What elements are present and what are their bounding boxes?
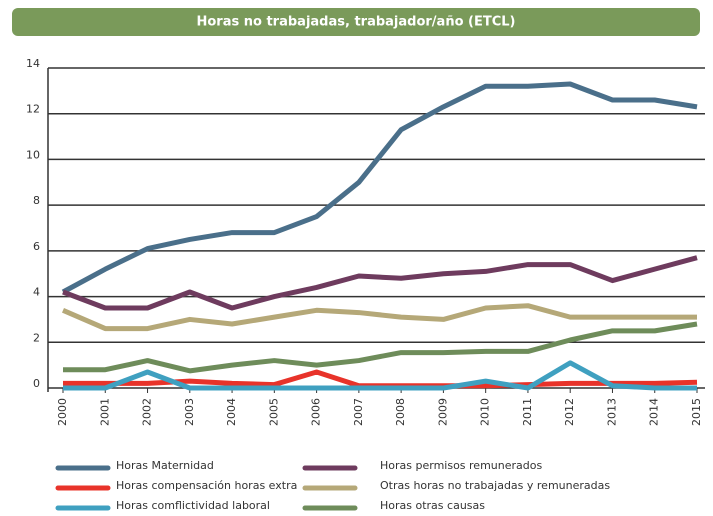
legend-label: Horas Maternidad	[116, 459, 214, 472]
legend-label: Horas compensación horas extra	[116, 479, 297, 492]
legend-label: Horas otras causas	[380, 499, 485, 512]
x-tick-label: 2015	[690, 398, 703, 426]
y-tick-label: 4	[33, 286, 40, 299]
x-tick-label: 2009	[436, 398, 449, 426]
x-tick-label: 2012	[563, 398, 576, 426]
series-line	[61, 81, 698, 295]
series-line	[63, 321, 698, 374]
x-tick-label: 2013	[605, 398, 618, 426]
x-tick-label: 2006	[310, 398, 323, 426]
x-tick-label: 2014	[648, 398, 661, 426]
y-tick-label: 14	[26, 57, 40, 70]
chart-title: Horas no trabajadas, trabajador/año (ETC…	[197, 15, 516, 30]
y-tick-label: 8	[33, 194, 40, 207]
title-bar	[12, 8, 700, 36]
x-tick-label: 2004	[225, 398, 238, 426]
x-tick-label: 2000	[56, 398, 69, 426]
series-line	[63, 360, 697, 391]
x-tick-label: 2002	[141, 398, 154, 426]
x-tick-label: 2007	[352, 398, 365, 426]
x-tick-label: 2001	[98, 398, 111, 426]
y-tick-label: 0	[33, 377, 40, 390]
y-tick-label: 2	[33, 331, 40, 344]
x-tick-label: 2010	[479, 398, 492, 426]
legend-label: Horas permisos remunerados	[380, 459, 542, 472]
series-line	[62, 255, 698, 311]
y-tick-label: 10	[26, 148, 40, 161]
x-tick-label: 2005	[267, 398, 280, 426]
x-tick-label: 2003	[183, 398, 196, 426]
y-tick-label: 12	[26, 103, 40, 116]
x-tick-label: 2011	[521, 398, 534, 426]
legend-label: Horas comflictividad laboral	[116, 499, 270, 512]
legend-label: Otras horas no trabajadas y remuneradas	[380, 479, 610, 492]
y-tick-label: 6	[33, 240, 40, 253]
series-line	[62, 303, 697, 332]
x-tick-label: 2008	[394, 398, 407, 426]
